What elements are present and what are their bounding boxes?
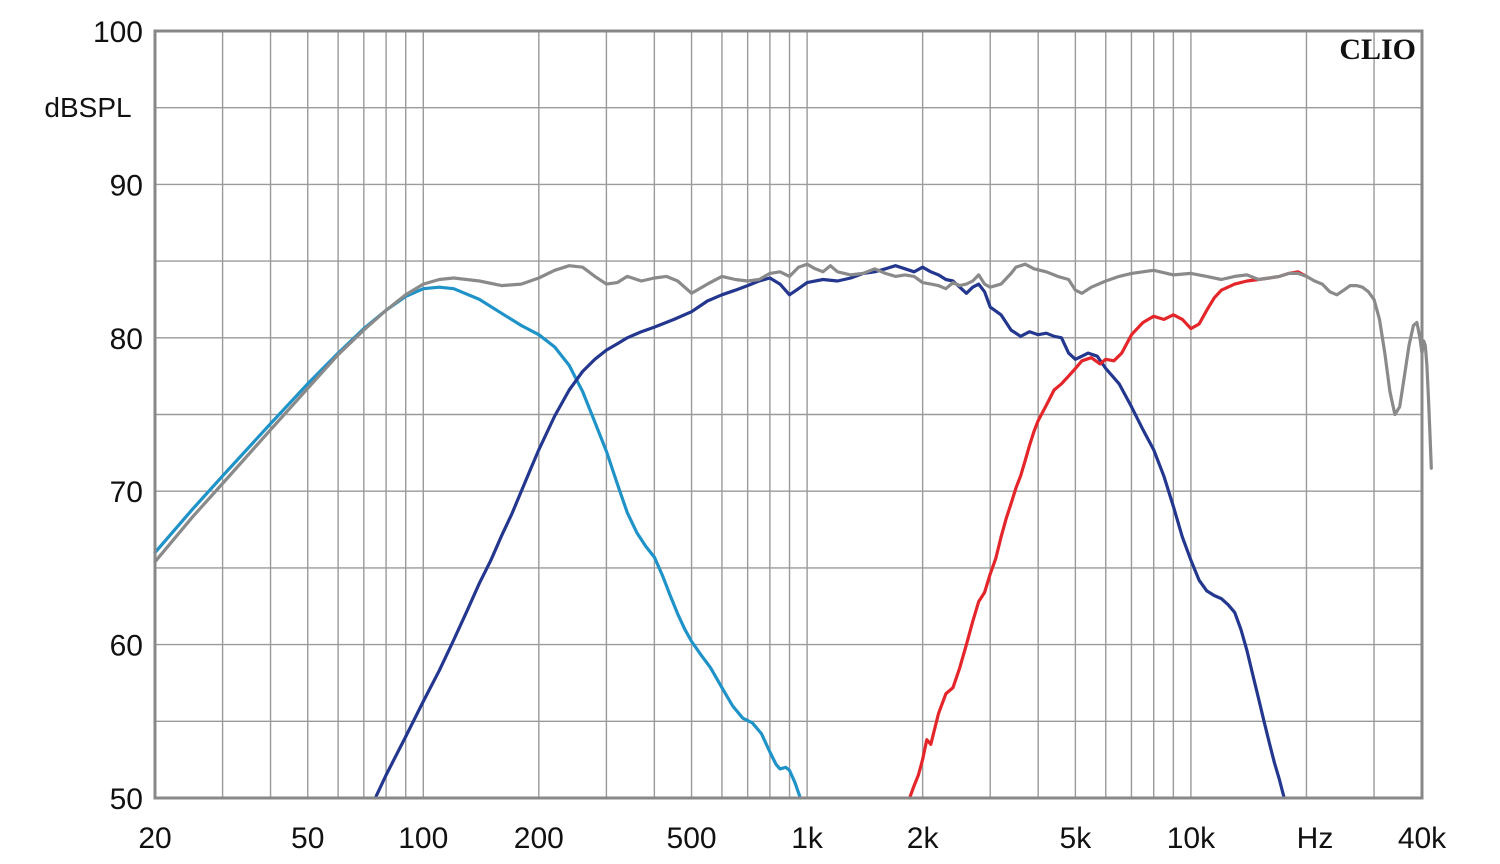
x-tick-label: 2k: [907, 822, 940, 855]
y-tick-label: 60: [110, 630, 143, 663]
x-tick-label: 20: [138, 822, 171, 855]
x-tick-labels: 20 50 100 200 500 1k 2k 5k 10k 40k: [138, 822, 1447, 855]
clio-brand-label: CLIO: [1339, 33, 1416, 66]
x-tick-label: 50: [291, 822, 324, 855]
y-tick-label: 100: [93, 16, 143, 49]
x-tick-label: 200: [514, 822, 564, 855]
y-tick-labels: 100 90 80 70 60 50: [93, 16, 143, 816]
curves: [153, 262, 1433, 800]
y-tick-label: 80: [110, 323, 143, 356]
x-tick-label: 40k: [1398, 822, 1447, 855]
y-tick-label: 70: [110, 476, 143, 509]
x-tick-label: 1k: [791, 822, 824, 855]
x-tick-label: 100: [398, 822, 448, 855]
x-axis-label: Hz: [1297, 822, 1334, 855]
y-axis-label: dBSPL: [44, 92, 131, 123]
y-tick-label: 50: [110, 783, 143, 816]
x-tick-label: 500: [667, 822, 717, 855]
grid: [155, 31, 1422, 798]
y-tick-label: 90: [110, 169, 143, 202]
x-tick-label: 10k: [1167, 822, 1216, 855]
tweeter-response-line: [908, 270, 1309, 800]
total-response-line: [153, 262, 1433, 564]
x-tick-label: 5k: [1060, 822, 1093, 855]
plot-frame: [153, 29, 1424, 800]
midrange-response-line: [373, 264, 1286, 800]
